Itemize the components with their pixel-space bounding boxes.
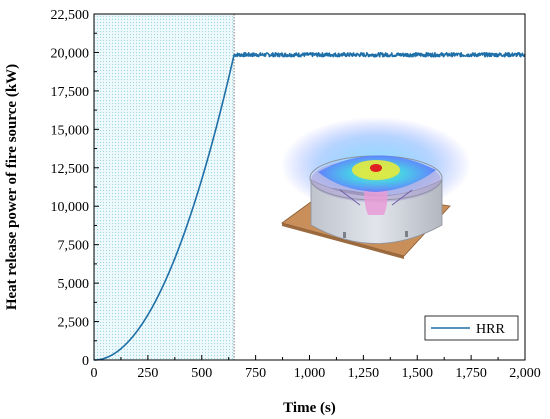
- x-axis-ticks: 0 250 500 750 1,000 1,250 1,500 1,750 2,000: [91, 355, 541, 381]
- y-tick-label: 0: [82, 354, 89, 369]
- y-tick-label: 12,500: [51, 162, 90, 177]
- y-tick-label: 20,000: [51, 46, 90, 61]
- y-axis-ticks: 0 2,500 5,000 7,500 10,000 12,500 15,000 17,500…: [51, 8, 99, 369]
- y-axis-title: Heat release power of fire source (kW): [4, 64, 20, 310]
- y-tick-label: 22,500: [51, 8, 90, 23]
- y-tick-label: 15,000: [51, 123, 90, 138]
- x-tick-label: 1,250: [348, 366, 380, 381]
- y-tick-label: 2,500: [58, 316, 90, 331]
- x-tick-label: 1,750: [455, 366, 487, 381]
- x-tick-label: 750: [245, 366, 266, 381]
- y-tick-label: 5,000: [58, 277, 90, 292]
- x-tick-label: 500: [191, 366, 212, 381]
- y-tick-label: 10,000: [51, 200, 90, 215]
- x-tick-label: 2,000: [509, 366, 541, 381]
- x-tick-label: 250: [137, 366, 158, 381]
- x-tick-label: 1,500: [402, 366, 434, 381]
- y-tick-label: 17,500: [51, 85, 90, 100]
- legend: HRR: [424, 315, 519, 341]
- x-axis-title: Time (s): [283, 400, 336, 416]
- legend-label-hrr: HRR: [476, 322, 505, 337]
- y-tick-label: 7,500: [58, 239, 90, 254]
- growth-phase-shading: [94, 14, 235, 360]
- x-tick-label: 1,000: [294, 366, 326, 381]
- x-tick-label: 0: [91, 366, 98, 381]
- series-line-hrr: [93, 51, 526, 361]
- fire-model-illustration: [281, 117, 471, 259]
